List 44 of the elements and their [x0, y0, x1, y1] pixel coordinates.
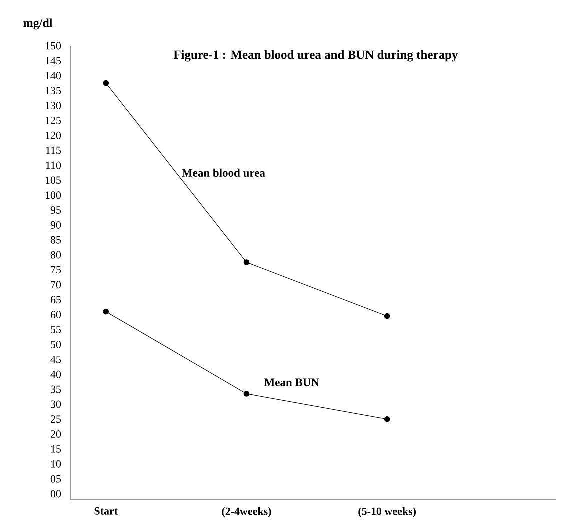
y-tick-label: 85	[50, 236, 62, 244]
point	[244, 260, 250, 266]
point	[384, 313, 390, 320]
point	[103, 308, 110, 315]
y-tick-label: 35	[51, 386, 62, 394]
y-tick-label: 30	[51, 400, 62, 408]
y-tick-label: 25	[50, 416, 62, 424]
y-tick-label: 120	[46, 132, 62, 140]
y-tick-label: 05	[50, 475, 62, 483]
y-tick-label: 10	[51, 460, 62, 468]
y-tick-label: 130	[46, 102, 62, 110]
y-tick-label: 95	[50, 206, 62, 214]
y-tick-label: 105	[46, 176, 62, 184]
y-tick-label: 50	[51, 340, 62, 348]
x-tick-label: Start	[94, 508, 118, 515]
y-tick-label: 115	[46, 146, 62, 154]
y-tick-label: 135	[46, 87, 62, 94]
y-tick-label: 80	[50, 251, 62, 259]
series-label: Mean BUN	[264, 378, 320, 386]
y-tick-label: 00	[50, 490, 62, 498]
y-tick-label: 70	[51, 281, 62, 289]
x-tick-label: (2-4weeks)	[222, 508, 272, 518]
y-tick-label: 65	[50, 296, 62, 304]
point	[244, 391, 250, 397]
y-tick-label: 15	[51, 446, 62, 453]
x-tick-label: (5-10 weeks)	[358, 508, 416, 518]
y-axis-title: mg/dl	[24, 18, 52, 30]
point	[103, 80, 110, 86]
point	[384, 416, 390, 422]
y-tick-label: 145	[46, 57, 62, 65]
y-tick-label: 140	[46, 72, 62, 80]
y-tick-label: 55	[51, 326, 62, 334]
y-tick-label: 20	[50, 430, 62, 438]
y-tick-label: 40	[50, 370, 62, 378]
y-tick-label: 75	[51, 266, 62, 274]
y-tick-label: 125	[46, 116, 62, 124]
y-tick-label: 90	[50, 222, 62, 229]
y-tick-label: 45	[50, 356, 62, 364]
y-tick-label: 100	[46, 192, 62, 200]
y-tick-label: 60	[50, 311, 62, 319]
y-tick-label: 110	[46, 162, 62, 170]
chart-title: Figure-1 : Mean blood urea and BUN during therapy	[174, 50, 458, 62]
series-label: Mean blood urea	[182, 168, 266, 177]
y-tick-label: 150	[46, 42, 62, 50]
